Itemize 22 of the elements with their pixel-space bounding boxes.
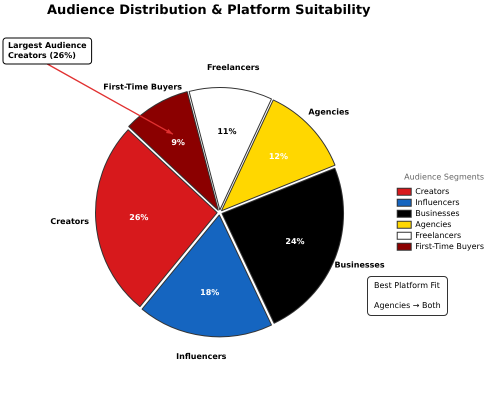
slice-label: Influencers: [176, 352, 227, 361]
data-label: 11%: [217, 126, 237, 136]
legend-label: Influencers: [415, 198, 460, 207]
legend-label: Businesses: [415, 208, 460, 218]
data-label: 18%: [200, 288, 220, 297]
slice-label: Businesses: [334, 260, 385, 270]
text: Largest Audience Creators (26%): [8, 41, 88, 60]
slice-label: Agencies: [308, 108, 350, 117]
legend-label: Agencies: [415, 220, 452, 229]
data-label: 9%: [171, 138, 185, 148]
data-label: 12%: [268, 152, 288, 161]
legend-label: Creators: [415, 186, 450, 196]
chart-title: Audience Distribution & Platform Suitability: [47, 3, 371, 18]
data-label: 26%: [129, 212, 148, 222]
slice-label: Creators: [50, 217, 90, 226]
legend-label: Freelancers: [415, 230, 462, 240]
legend-label: First-Time Buyers: [415, 242, 484, 251]
text: Best Platform Fit Agencies → Both: [374, 281, 441, 310]
slice-label: First-Time Buyers: [103, 82, 182, 92]
slice-label: Freelancers: [206, 62, 260, 72]
legend-title: Audience Segments: [404, 172, 484, 182]
data-label: 24%: [285, 237, 305, 246]
